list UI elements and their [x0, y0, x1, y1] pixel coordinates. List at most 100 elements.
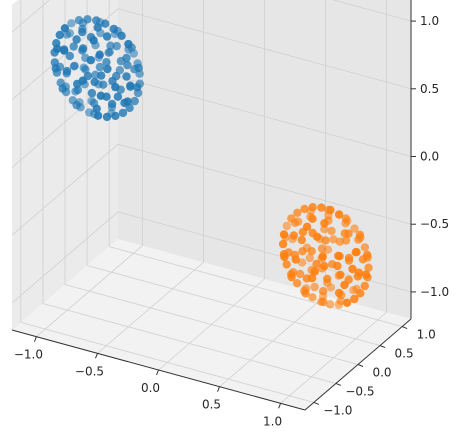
- blue-point: [75, 98, 84, 107]
- orange-point: [320, 219, 329, 228]
- grid-line: [86, 265, 381, 346]
- x-tick-label: 0.0: [141, 381, 160, 395]
- blue-point: [110, 29, 120, 39]
- x-tick: [217, 386, 221, 392]
- y-tick-label: −0.5: [345, 385, 374, 399]
- orange-point: [324, 211, 333, 220]
- blue-point: [122, 72, 131, 81]
- y-tick: [335, 382, 342, 386]
- orange-point: [281, 233, 290, 242]
- blue-point: [92, 104, 101, 113]
- blue-point: [59, 45, 69, 54]
- blue-point: [65, 51, 75, 61]
- y-tick-label: 1.0: [417, 328, 436, 342]
- orange-point: [336, 296, 345, 305]
- orange-point: [308, 214, 317, 223]
- tick-labels: −1.0−0.50.00.51.0−1.0−0.50.00.51.0−1.0−0…: [14, 14, 449, 428]
- orange-point: [289, 268, 298, 277]
- orange-point: [315, 234, 325, 244]
- x-tick-label: −1.0: [14, 348, 43, 362]
- blue-point: [126, 82, 135, 92]
- x-tick: [278, 403, 282, 409]
- orange-point: [293, 217, 303, 226]
- grid-line: [11, 211, 119, 304]
- x-tick-label: −0.5: [75, 364, 104, 378]
- orange-point: [310, 282, 319, 292]
- y-tick: [313, 401, 320, 405]
- orange-point: [292, 279, 302, 288]
- orange-point: [350, 294, 359, 304]
- blue-point: [91, 70, 100, 80]
- orange-point: [350, 224, 359, 233]
- blue-point: [99, 80, 108, 89]
- orange-point: [341, 236, 351, 245]
- orange-point: [306, 206, 316, 216]
- orange-point: [318, 292, 328, 301]
- blue-point: [61, 82, 70, 91]
- grid-line: [117, 211, 412, 293]
- y-tick-label: 0.0: [372, 366, 391, 380]
- axis-panes: [12, 0, 411, 410]
- z-tick-label: −1.0: [420, 285, 449, 299]
- orange-point: [334, 210, 344, 219]
- blue-point: [120, 98, 129, 108]
- blue-point: [118, 108, 128, 118]
- blue-point: [102, 58, 111, 67]
- blue-point: [53, 44, 62, 53]
- blue-point: [78, 27, 87, 37]
- blue-point: [107, 109, 116, 118]
- blue-point: [69, 62, 79, 71]
- orange-point: [353, 272, 362, 281]
- y-tick: [401, 326, 408, 330]
- x-tick: [33, 336, 37, 342]
- data-points: [50, 15, 373, 309]
- orange-point: [327, 226, 336, 236]
- blue-point: [62, 69, 71, 78]
- grid-line: [332, 0, 412, 22]
- grid-line: [117, 8, 412, 90]
- orange-point: [341, 219, 350, 228]
- blue-point: [112, 41, 121, 51]
- blue-point: [112, 71, 121, 81]
- orange-point: [326, 283, 336, 292]
- grid-line: [11, 143, 119, 236]
- orange-point: [302, 243, 312, 252]
- z-tick-label: 0.0: [420, 150, 439, 164]
- orange-point: [301, 284, 311, 293]
- blue-point: [94, 53, 103, 62]
- orange-point: [335, 252, 344, 261]
- blue-point: [79, 63, 89, 72]
- orange-point: [342, 298, 352, 307]
- orange-point: [344, 229, 353, 238]
- blue-point: [107, 99, 117, 109]
- blue-point: [87, 88, 97, 98]
- x-tick-label: 0.5: [202, 398, 221, 412]
- grid-lines: [11, 0, 412, 404]
- orange-point: [317, 254, 326, 263]
- blue-point: [102, 92, 111, 101]
- orange-point: [323, 274, 332, 284]
- orange-point: [336, 270, 345, 279]
- blue-point: [124, 45, 133, 54]
- orange-point: [282, 221, 291, 231]
- orange-point: [360, 281, 369, 291]
- orange-point: [323, 245, 333, 254]
- orange-point: [352, 247, 361, 257]
- blue-point: [87, 96, 96, 106]
- blue-point: [55, 30, 64, 40]
- blue-point: [116, 56, 126, 66]
- orange-point: [317, 203, 326, 212]
- orange-point: [328, 260, 337, 269]
- orange-point: [307, 273, 317, 283]
- y-tick-label: −1.0: [323, 403, 352, 417]
- blue-point: [69, 42, 78, 51]
- x-tick: [94, 353, 98, 359]
- grid-line: [64, 284, 359, 365]
- orange-point: [300, 204, 309, 214]
- blue-point: [67, 19, 76, 28]
- orange-point: [344, 275, 353, 284]
- orange-point: [293, 208, 302, 217]
- blue-point: [55, 62, 65, 72]
